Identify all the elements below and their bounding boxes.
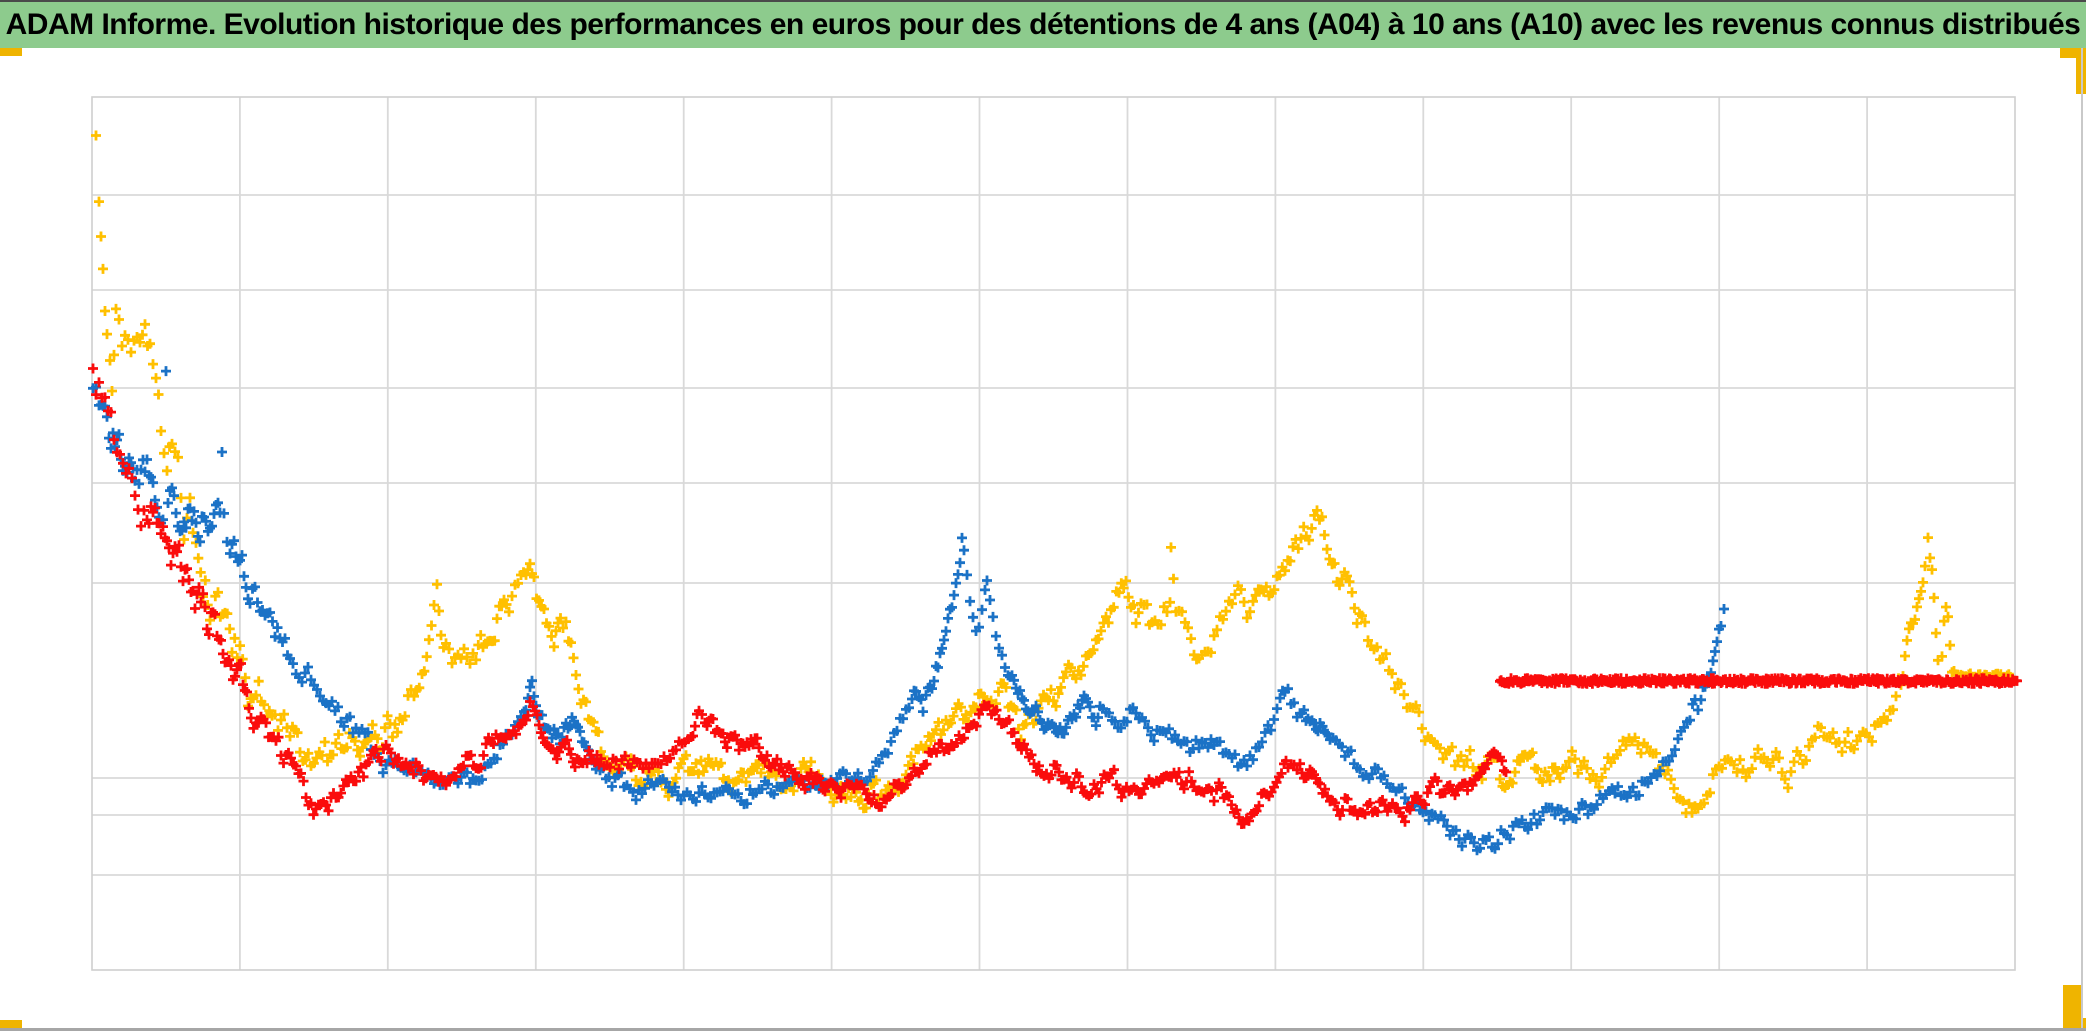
corner-accent-bottom-right-stem	[2063, 985, 2081, 1023]
plot-area-border	[91, 96, 2016, 971]
report-title: ADAM Informe. Evolution historique des p…	[5, 8, 2081, 41]
report-title-bar: ADAM Informe. Evolution historique des p…	[0, 0, 2086, 48]
series-gold-markers	[91, 130, 2017, 818]
chart-gridlines	[92, 97, 2015, 970]
corner-accent-bottom-left	[0, 1020, 22, 1028]
series-red-markers	[88, 363, 2022, 829]
corner-accent-top-right	[2060, 48, 2086, 58]
corner-accent-bottom-right	[2063, 1018, 2086, 1028]
corner-accent-top-left	[0, 48, 22, 56]
right-edge-rule	[2081, 48, 2083, 1028]
bottom-divider-rule	[0, 1028, 2086, 1031]
